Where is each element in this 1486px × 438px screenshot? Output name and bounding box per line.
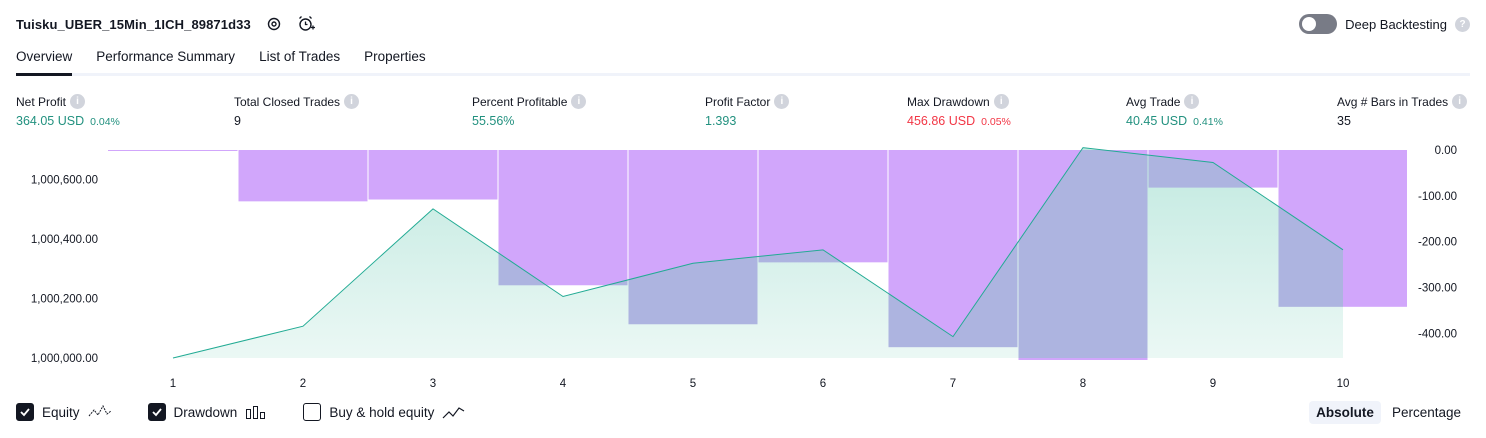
deep-backtesting-toggle[interactable] [1299, 14, 1338, 34]
x-axis-tick: 10 [1337, 378, 1350, 390]
strategy-title: Tuisku_UBER_15Min_1ICH_89871d33 [16, 16, 251, 32]
info-icon[interactable]: i [993, 94, 1009, 109]
left-axis-tick: 1,000,200.00 [31, 294, 98, 306]
stat-label: Profit Factor [705, 94, 771, 109]
chart-legend: Equity Drawdown Buy & hold equity [16, 403, 466, 421]
stat-label: Max Drawdown [907, 94, 990, 109]
x-axis-tick: 1 [170, 378, 176, 390]
stat-total-closed-trades: Total Closed Trades i 9 [234, 94, 360, 128]
buy-hold-checkbox[interactable] [303, 403, 322, 421]
stat-value: 55.56% [472, 114, 515, 128]
stat-net-profit: Net Profit i 364.05 USD 0.04% [16, 94, 120, 128]
buy-hold-line-icon [442, 407, 465, 419]
x-axis-tick: 3 [430, 378, 436, 390]
drawdown-bar [758, 150, 888, 263]
stat-value: 35 [1337, 114, 1351, 128]
left-axis-tick: 1,000,000.00 [31, 353, 98, 365]
left-axis-tick: 1,000,600.00 [31, 175, 98, 187]
legend-buy-hold[interactable]: Buy & hold equity [303, 403, 466, 421]
stat-value: 9 [234, 114, 241, 128]
equity-checkbox[interactable] [16, 403, 34, 421]
tab-properties[interactable]: Properties [364, 49, 426, 64]
tab-overview[interactable]: Overview [16, 46, 73, 76]
stat-max-drawdown: Max Drawdown i 456.86 USD 0.05% [907, 94, 1011, 128]
info-icon[interactable]: i [344, 94, 360, 109]
stat-percent: 0.41% [1193, 116, 1223, 128]
legend-equity[interactable]: Equity [16, 403, 112, 421]
drawdown-bar [368, 150, 498, 200]
equity-label: Equity [42, 404, 80, 420]
x-axis-tick: 9 [1210, 378, 1216, 390]
stat-percent-profitable: Percent Profitable i 55.56% [472, 94, 587, 128]
x-axis-tick: 4 [560, 378, 567, 390]
info-icon[interactable]: i [774, 94, 790, 109]
absolute-mode-button[interactable]: Absolute [1309, 401, 1381, 424]
percentage-mode-button[interactable]: Percentage [1391, 405, 1461, 420]
right-axis-tick: -100.00 [1418, 191, 1457, 203]
equity-drawdown-chart[interactable]: 1,000,000.00 1,000,200.00 1,000,400.00 1,00… [0, 140, 1486, 395]
settings-gear-icon[interactable] [265, 15, 283, 33]
info-icon[interactable]: i [1452, 94, 1468, 109]
info-icon[interactable]: i [70, 94, 86, 109]
stat-label: Avg # Bars in Trades [1337, 94, 1449, 109]
info-icon[interactable]: i [571, 94, 587, 109]
x-axis-tick: 6 [820, 378, 826, 390]
stat-value: 456.86 USD [907, 114, 976, 128]
value-mode-switch: Absolute Percentage [1309, 401, 1468, 424]
x-axis-tick: 7 [950, 378, 956, 390]
stat-label: Avg Trade [1126, 94, 1181, 109]
equity-line-icon [88, 404, 111, 417]
right-axis-tick: -300.00 [1418, 283, 1457, 295]
toggle-knob [1302, 17, 1317, 31]
stat-percent: 0.04% [90, 116, 120, 128]
left-axis-tick: 1,000,400.00 [31, 234, 98, 246]
drawdown-bars-icon [246, 406, 266, 419]
drawdown-bar [108, 150, 238, 151]
stat-label: Percent Profitable [472, 94, 568, 109]
stat-value: 1.393 [705, 114, 737, 128]
x-axis-tick: 5 [690, 378, 696, 390]
tab-list-of-trades[interactable]: List of Trades [259, 49, 341, 64]
stat-avg-bars: Avg # Bars in Trades i 35 [1337, 94, 1468, 128]
info-icon[interactable]: i [1184, 94, 1200, 109]
strategy-header: Tuisku_UBER_15Min_1ICH_89871d33 [16, 12, 315, 36]
stat-percent: 0.05% [981, 116, 1011, 128]
drawdown-bar [498, 150, 628, 286]
deep-backtesting-label: Deep Backtesting [1345, 16, 1447, 32]
help-icon[interactable]: ? [1455, 16, 1470, 32]
x-axis-tick: 8 [1080, 378, 1086, 390]
tab-performance-summary[interactable]: Performance Summary [96, 49, 236, 64]
tab-bar: Overview Performance Summary List of Tra… [16, 46, 1470, 76]
drawdown-checkbox[interactable] [147, 403, 166, 421]
right-axis-tick: -200.00 [1418, 237, 1457, 249]
stat-profit-factor: Profit Factor i 1.393 [705, 94, 790, 128]
stat-label: Net Profit [16, 94, 67, 109]
x-axis-tick: 2 [300, 378, 306, 390]
legend-drawdown[interactable]: Drawdown [147, 403, 268, 421]
buy-hold-label: Buy & hold equity [329, 404, 435, 420]
drawdown-label: Drawdown [173, 404, 238, 420]
stat-value: 364.05 USD [16, 114, 85, 128]
right-axis-tick: 0.00 [1435, 145, 1457, 157]
stat-avg-trade: Avg Trade i 40.45 USD 0.41% [1126, 94, 1223, 128]
deep-backtesting-control: Deep Backtesting ? [1299, 12, 1470, 36]
add-alert-clock-icon[interactable] [297, 15, 315, 33]
right-axis-tick: -400.00 [1418, 328, 1457, 340]
stat-label: Total Closed Trades [234, 94, 341, 109]
stat-value: 40.45 USD [1126, 114, 1188, 128]
drawdown-bar [238, 150, 368, 202]
equity-line [172, 147, 1344, 359]
